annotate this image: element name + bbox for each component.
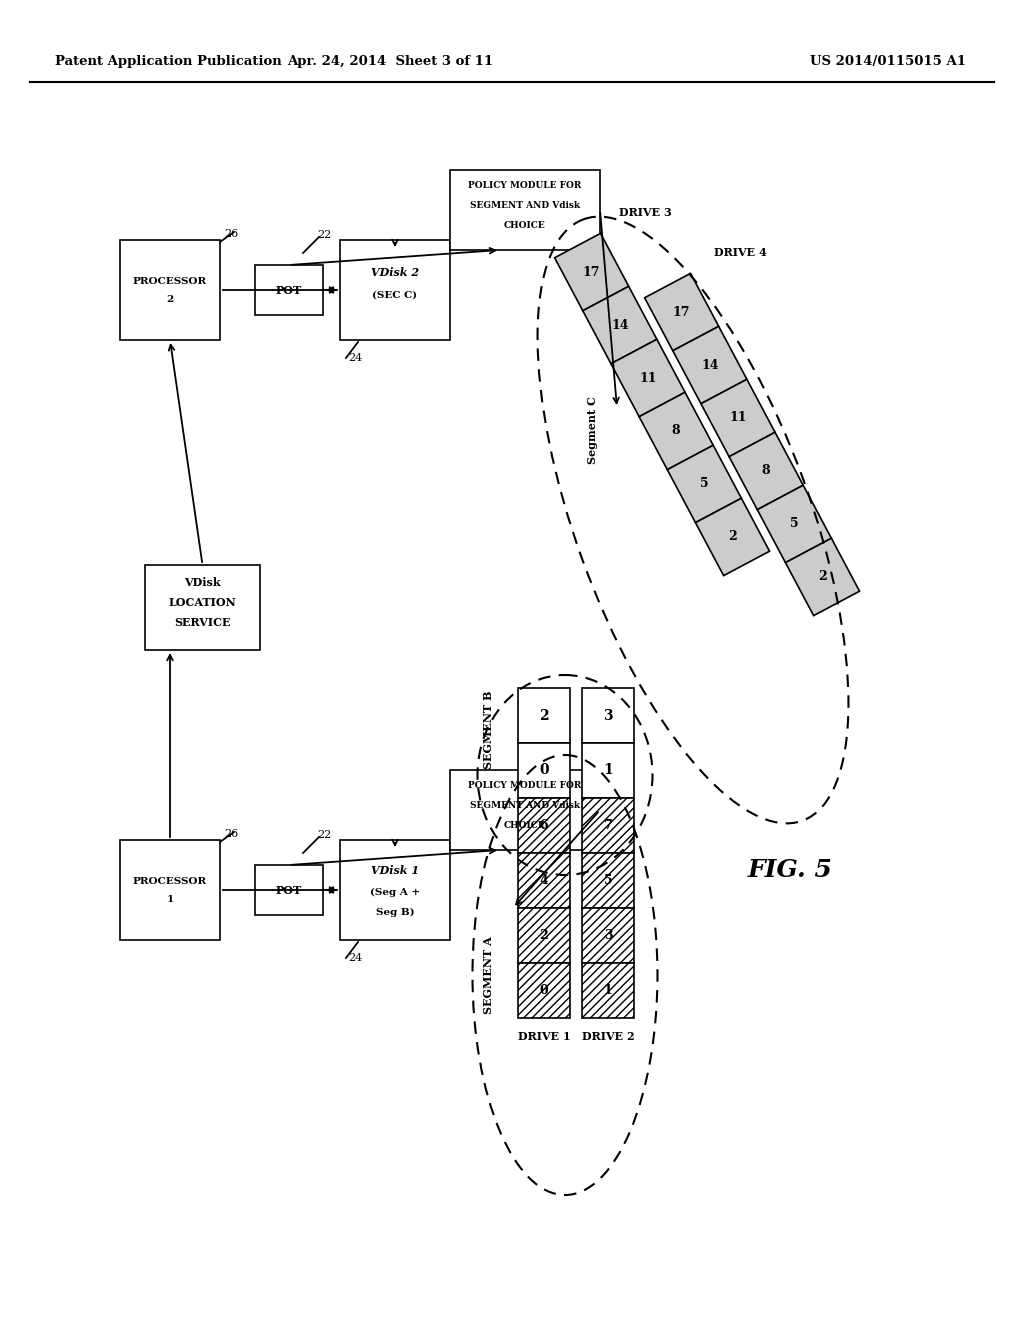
- Text: POLICY MODULE FOR: POLICY MODULE FOR: [468, 780, 582, 789]
- Text: 14: 14: [701, 359, 719, 371]
- Text: CHOICE: CHOICE: [504, 821, 546, 829]
- Bar: [785, 539, 859, 615]
- Text: SEGMENT AND Vdisk: SEGMENT AND Vdisk: [470, 201, 580, 210]
- Text: SEGMENT B: SEGMENT B: [482, 690, 494, 770]
- Text: SERVICE: SERVICE: [174, 618, 230, 628]
- Bar: [518, 688, 570, 743]
- Bar: [518, 743, 570, 799]
- Text: Apr. 24, 2014  Sheet 3 of 11: Apr. 24, 2014 Sheet 3 of 11: [287, 55, 494, 69]
- Text: LOCATION: LOCATION: [169, 598, 237, 609]
- Bar: [555, 234, 629, 310]
- Text: PROCESSOR: PROCESSOR: [133, 878, 207, 887]
- Text: 1: 1: [166, 895, 174, 904]
- Bar: [255, 265, 323, 315]
- Bar: [582, 908, 634, 964]
- Bar: [255, 865, 323, 915]
- Bar: [583, 286, 656, 364]
- Text: DRIVE 3: DRIVE 3: [618, 207, 672, 219]
- Text: VDisk: VDisk: [184, 578, 221, 589]
- Text: CHOICE: CHOICE: [504, 220, 546, 230]
- Text: 26: 26: [224, 829, 239, 840]
- Text: SEGMENT A: SEGMENT A: [482, 936, 494, 1014]
- Bar: [729, 432, 803, 510]
- Bar: [673, 326, 746, 404]
- Text: 1: 1: [603, 983, 612, 997]
- Bar: [582, 688, 634, 743]
- Bar: [450, 170, 600, 249]
- Text: 11: 11: [639, 371, 656, 384]
- Bar: [145, 565, 260, 649]
- Text: (Seg A +: (Seg A +: [370, 887, 420, 896]
- Text: 0: 0: [540, 983, 549, 997]
- Bar: [645, 273, 719, 351]
- Bar: [701, 379, 775, 457]
- Text: 2: 2: [818, 570, 826, 583]
- Text: Segment C: Segment C: [587, 396, 597, 463]
- Text: 6: 6: [540, 818, 548, 832]
- Bar: [582, 743, 634, 799]
- Text: 24: 24: [348, 352, 362, 363]
- Text: POT: POT: [275, 884, 302, 895]
- Text: 24: 24: [348, 953, 362, 964]
- Text: 8: 8: [762, 465, 770, 478]
- Bar: [639, 392, 713, 470]
- Bar: [120, 840, 220, 940]
- Bar: [518, 799, 570, 853]
- Text: DRIVE 2: DRIVE 2: [582, 1031, 634, 1041]
- Text: FIG. 5: FIG. 5: [748, 858, 833, 882]
- Text: 0: 0: [540, 763, 549, 777]
- Text: DRIVE 4: DRIVE 4: [714, 248, 766, 259]
- Text: 5: 5: [791, 517, 799, 531]
- Bar: [582, 964, 634, 1018]
- Text: VDisk 2: VDisk 2: [371, 267, 419, 277]
- Text: 8: 8: [672, 425, 681, 437]
- Text: POT: POT: [275, 285, 302, 296]
- Text: 2: 2: [540, 929, 549, 942]
- Bar: [340, 840, 450, 940]
- Text: 5: 5: [700, 478, 709, 491]
- Bar: [582, 799, 634, 853]
- Text: VDisk 1: VDisk 1: [371, 865, 419, 875]
- Text: 17: 17: [583, 265, 600, 279]
- Bar: [695, 498, 770, 576]
- Text: Seg B): Seg B): [376, 907, 415, 916]
- Text: 5: 5: [604, 874, 612, 887]
- Text: 22: 22: [317, 230, 331, 240]
- Text: 2: 2: [166, 296, 174, 305]
- Text: (SEC C): (SEC C): [373, 290, 418, 300]
- Text: Patent Application Publication: Patent Application Publication: [55, 55, 282, 69]
- Text: 22: 22: [317, 830, 331, 840]
- Text: 3: 3: [603, 709, 612, 722]
- Text: 2: 2: [728, 531, 737, 544]
- Bar: [668, 445, 741, 523]
- Bar: [518, 853, 570, 908]
- Bar: [758, 486, 831, 562]
- Text: POLICY MODULE FOR: POLICY MODULE FOR: [468, 181, 582, 190]
- Bar: [582, 853, 634, 908]
- Text: SEGMENT AND Vdisk: SEGMENT AND Vdisk: [470, 800, 580, 809]
- Text: 14: 14: [611, 318, 629, 331]
- Text: 1: 1: [603, 763, 613, 777]
- Bar: [518, 964, 570, 1018]
- Text: 2: 2: [540, 709, 549, 722]
- Text: 17: 17: [673, 305, 690, 318]
- Text: 11: 11: [729, 412, 746, 425]
- Text: 26: 26: [224, 228, 239, 239]
- Bar: [518, 908, 570, 964]
- Text: PROCESSOR: PROCESSOR: [133, 277, 207, 286]
- Text: DRIVE 1: DRIVE 1: [518, 1031, 570, 1041]
- Text: 7: 7: [603, 818, 612, 832]
- Text: 4: 4: [540, 874, 549, 887]
- Bar: [340, 240, 450, 341]
- Bar: [450, 770, 600, 850]
- Bar: [611, 339, 685, 417]
- Text: US 2014/0115015 A1: US 2014/0115015 A1: [810, 55, 966, 69]
- Bar: [120, 240, 220, 341]
- Text: 3: 3: [604, 929, 612, 942]
